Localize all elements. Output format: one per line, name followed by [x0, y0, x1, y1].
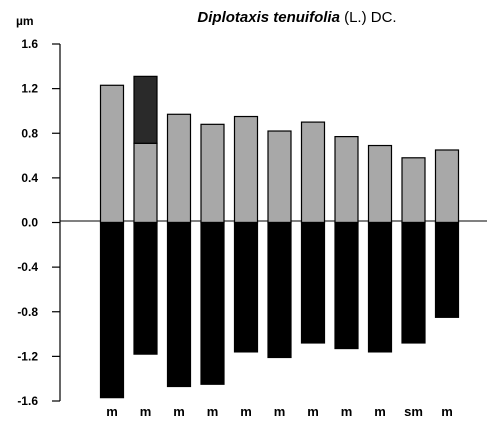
y-tick-label: -0.4: [17, 260, 38, 274]
y-tick-label: 1.6: [21, 37, 38, 51]
x-category-label: m: [140, 404, 152, 419]
bar-short-arm: [267, 130, 292, 224]
bar-long-arm: [434, 221, 460, 318]
x-category-label: sm: [404, 404, 423, 419]
x-axis-labels: m m m m m m m m m sm m: [106, 404, 453, 419]
x-category-label: m: [173, 404, 185, 419]
y-tick-label: -0.8: [17, 305, 38, 319]
x-category-label: m: [307, 404, 319, 419]
bar-long-arm: [166, 221, 192, 388]
y-axis-ticks: 1.6 1.2 0.8 0.4 0.0 -0.4 -0.8 -1.2 -1.6: [17, 37, 60, 408]
bar-long-arm: [133, 221, 158, 355]
bar-short-arm: [367, 144, 393, 224]
x-category-label: m: [106, 404, 118, 419]
x-category-label: m: [374, 404, 386, 419]
bar-short-arm: [200, 123, 225, 224]
bar-long-arm: [367, 221, 393, 353]
x-category-label: m: [274, 404, 286, 419]
bar-short-arm: [334, 135, 359, 224]
bar-short-arm: [300, 121, 326, 224]
y-tick-label: 0.8: [21, 126, 38, 140]
bar-satellite: [133, 75, 158, 144]
y-unit-label: µm: [16, 14, 34, 28]
x-category-label: m: [240, 404, 252, 419]
bar-long-arm: [267, 221, 292, 359]
x-category-label: m: [341, 404, 353, 419]
chart-title-species: Diplotaxis tenuifolia: [197, 9, 340, 26]
bar-short-arm: [434, 149, 460, 224]
bar-short-arm: [133, 142, 158, 224]
bar-long-arm: [99, 221, 125, 399]
bar-long-arm: [233, 221, 259, 353]
bar-long-arm: [401, 221, 426, 344]
y-tick-label: 1.2: [21, 82, 38, 96]
bar-short-arm: [99, 84, 125, 224]
chart-title: Diplotaxis tenuifolia (L.) DC.: [197, 9, 396, 26]
bar-long-arm: [200, 221, 225, 385]
y-tick-label: 0.4: [21, 171, 38, 185]
y-tick-label: 0.0: [21, 216, 38, 230]
bar-short-arm: [401, 157, 426, 224]
x-category-label: m: [207, 404, 219, 419]
chart-title-author: (L.) DC.: [340, 9, 397, 26]
y-tick-label: -1.2: [17, 349, 38, 363]
bar-short-arm: [166, 113, 192, 224]
x-category-label: m: [441, 404, 453, 419]
bar-short-arm: [233, 115, 259, 224]
bar-long-arm: [300, 221, 326, 344]
y-tick-label: -1.6: [17, 394, 38, 408]
bar-long-arm: [334, 221, 359, 350]
bars-group: [99, 75, 460, 399]
